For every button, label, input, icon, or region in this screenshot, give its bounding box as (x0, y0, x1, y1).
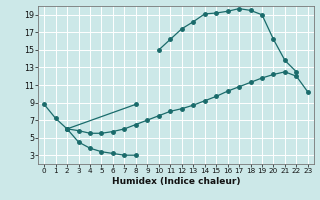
X-axis label: Humidex (Indice chaleur): Humidex (Indice chaleur) (112, 177, 240, 186)
